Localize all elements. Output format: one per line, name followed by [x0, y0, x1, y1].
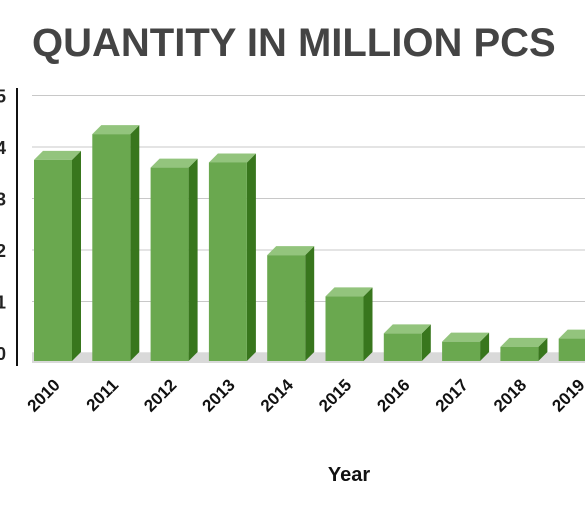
bar-2016 — [383, 324, 431, 361]
x-tick-label: 2013 — [199, 375, 239, 415]
x-tick-label: 2017 — [432, 375, 472, 415]
bar-2012 — [150, 158, 198, 361]
y-axis-ticks: 0 1 2 3 4 5 — [0, 87, 6, 365]
bar-top — [150, 158, 198, 168]
bar-front — [267, 255, 306, 361]
bar-top — [92, 125, 140, 135]
bar-top — [500, 337, 548, 347]
bar-top — [383, 324, 431, 334]
x-tick-label: 2016 — [373, 375, 413, 415]
x-tick-label: 2019 — [548, 375, 585, 415]
bar-top — [442, 332, 490, 342]
bar-side — [421, 324, 431, 361]
bar-2019 — [558, 329, 585, 361]
bar-side — [305, 246, 315, 361]
bars — [34, 125, 585, 361]
chart-title: QUANTITY IN MILLION PCS — [32, 21, 556, 65]
bar-front — [325, 296, 364, 361]
bar-top — [208, 153, 256, 163]
bar-top — [267, 246, 315, 256]
x-tick-label: 2011 — [83, 375, 123, 415]
x-tick-label: 2015 — [315, 375, 355, 415]
y-tick-label: 2 — [0, 241, 6, 261]
bar-2010 — [34, 150, 81, 361]
bar-side — [363, 287, 373, 361]
x-axis-label: Year — [328, 464, 370, 486]
bar-front — [500, 346, 539, 361]
bar-2014 — [267, 246, 315, 361]
x-tick-label: 2012 — [140, 375, 180, 415]
bar-2015 — [325, 287, 373, 361]
bar-2017 — [442, 332, 490, 361]
bar-side — [246, 153, 256, 361]
bar-front — [442, 341, 481, 361]
bar-top — [558, 329, 585, 339]
y-tick-label: 0 — [0, 344, 6, 364]
bar-2018 — [500, 337, 548, 361]
bar-side — [538, 337, 548, 361]
bar-side — [480, 332, 490, 361]
bar-front — [150, 167, 189, 361]
bar-side — [72, 150, 81, 361]
x-tick-label: 2010 — [24, 375, 64, 415]
bar-front — [383, 333, 422, 361]
bar-front — [34, 159, 72, 361]
y-tick-label: 1 — [0, 293, 6, 313]
y-tick-label: 3 — [0, 190, 6, 210]
x-axis-ticks: 2010 2011 2012 2013 2014 2015 2016 2017 2018 2019 — [24, 375, 585, 416]
chart-floor — [32, 353, 585, 363]
bar-side — [188, 158, 198, 361]
bar-2011 — [92, 125, 140, 361]
bar-front — [208, 162, 247, 361]
bar-top — [325, 287, 373, 297]
x-tick-label: 2014 — [257, 375, 298, 416]
bar-2013 — [208, 153, 256, 361]
x-tick-label: 2018 — [490, 375, 530, 415]
bar-front — [92, 134, 131, 361]
bar-side — [130, 125, 140, 361]
y-tick-label: 4 — [0, 138, 6, 158]
y-tick-label: 5 — [0, 87, 6, 107]
bar-front — [558, 338, 585, 361]
bar-top — [34, 150, 81, 160]
